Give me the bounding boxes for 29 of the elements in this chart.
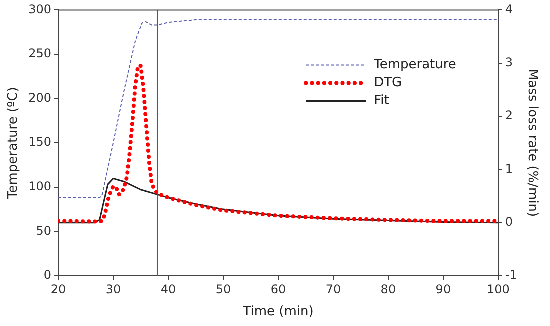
y2-tick-label: 4 xyxy=(505,2,514,16)
y2-axis-title: Mass loss rate (%/min) xyxy=(524,69,540,218)
y2-tick-label: 2 xyxy=(505,108,514,123)
x-tick-label: 50 xyxy=(216,282,232,296)
y2-tick-label: 0 xyxy=(505,214,514,229)
y-axis-title: Temperature (ºC) xyxy=(6,87,22,200)
y-tick-label: 100 xyxy=(28,180,52,194)
legend-label: DTG xyxy=(374,76,402,91)
y-tick-label: 50 xyxy=(36,224,52,238)
x-tick-label: 30 xyxy=(106,282,122,296)
x-tick-label: 60 xyxy=(270,282,286,296)
y2-tick-label: -1 xyxy=(505,268,518,282)
y-tick-label: 0 xyxy=(44,268,52,282)
y-tick-label: 250 xyxy=(28,46,52,61)
y-tick-label: 300 xyxy=(28,2,52,16)
x-tick-label: 40 xyxy=(160,282,176,296)
line-series xyxy=(58,19,498,199)
legend-label: Temperature xyxy=(373,58,456,73)
y-tick-label: 150 xyxy=(28,135,52,150)
y-tick-label: 200 xyxy=(28,90,52,105)
x-tick-label: 80 xyxy=(380,282,396,296)
y2-tick-label: 3 xyxy=(505,55,514,70)
x-tick-label: 20 xyxy=(50,282,66,296)
x-tick-label: 100 xyxy=(486,282,510,296)
x-tick-label: 70 xyxy=(326,282,342,296)
legend-label: Fit xyxy=(374,94,390,109)
y2-tick-label: 1 xyxy=(505,162,514,176)
x-tick-label: 90 xyxy=(436,282,452,296)
x-axis-title: Time (min) xyxy=(242,304,314,320)
